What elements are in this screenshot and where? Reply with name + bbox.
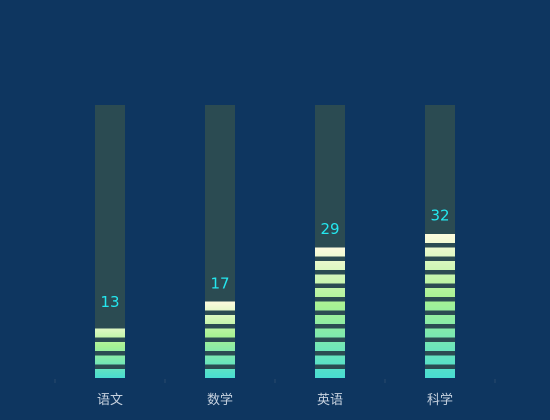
category-tick-label: 数学	[207, 392, 233, 408]
category-tick-label: 语文	[97, 393, 123, 408]
bar-group: 13 语文	[95, 105, 125, 408]
data-label: 13	[100, 293, 119, 311]
bar-group: 17 数学	[205, 105, 235, 408]
bar-group: 32 科学	[425, 105, 455, 408]
bar	[425, 234, 455, 378]
category-tick-label: 英语	[317, 393, 343, 408]
bar-group: 29 英语	[315, 105, 345, 408]
category-tick-label: 科学	[427, 392, 453, 408]
data-label: 29	[320, 220, 339, 238]
data-label: 32	[430, 206, 449, 224]
data-label: 17	[210, 275, 229, 293]
plot-area: 13 语文 17 数学 29 英语 32 科学	[54, 105, 496, 408]
